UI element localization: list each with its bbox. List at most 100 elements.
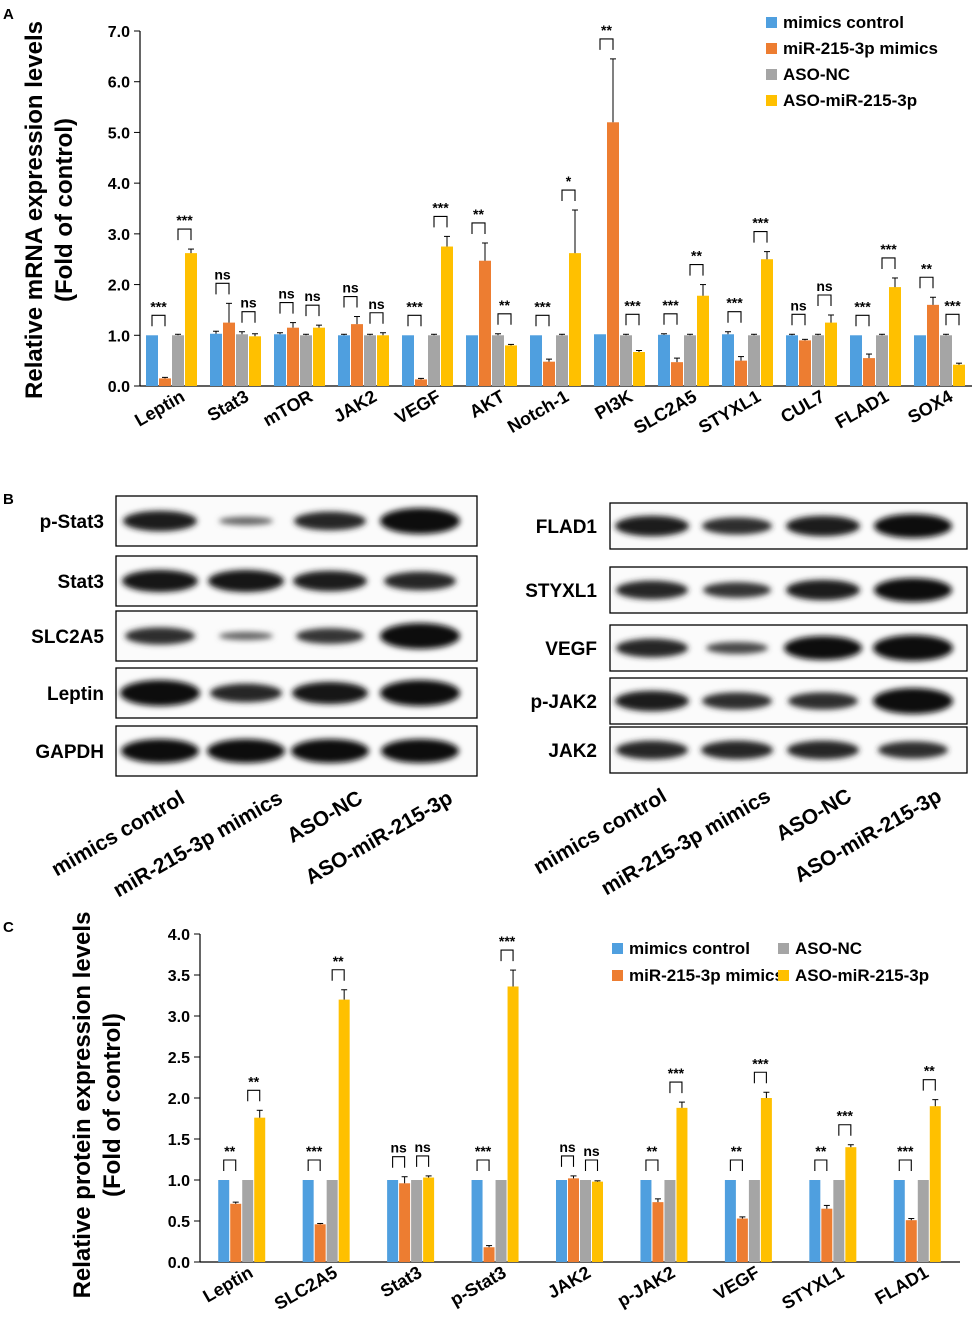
blot-protein-label: Stat3 (58, 572, 104, 593)
bar (377, 335, 389, 386)
significance-bracket (369, 312, 384, 324)
category-label: SLC2A5 (271, 1262, 341, 1314)
bar (664, 1180, 676, 1262)
bar (274, 334, 286, 386)
category-label: Notch-1 (504, 386, 572, 437)
significance-bracket (814, 1159, 828, 1171)
category-label: Leptin (199, 1262, 256, 1306)
y-tick-label: 5.0 (108, 125, 130, 142)
blot-band (291, 738, 369, 764)
significance-bracket (817, 294, 832, 306)
blot-band (615, 690, 689, 712)
category-label: STYXL1 (778, 1262, 847, 1313)
category-label: PI3K (591, 386, 636, 423)
bar (580, 1180, 591, 1262)
bar (300, 335, 312, 386)
y-tick-label: 2.0 (108, 278, 130, 295)
significance-bracket (151, 314, 166, 327)
significance-label: *** (306, 1143, 323, 1159)
y-tick-label: 0.5 (168, 1214, 190, 1231)
blot-protein-label: JAK2 (548, 741, 597, 762)
bar (471, 1180, 483, 1262)
bar (592, 1181, 603, 1262)
significance-label: ns (414, 1139, 431, 1155)
bar (242, 1180, 254, 1262)
blot-protein-label: SLC2A5 (31, 627, 104, 648)
blot-band (381, 738, 459, 764)
significance-label: *** (499, 933, 516, 949)
significance-label: *** (726, 295, 743, 311)
significance-label: ** (333, 953, 344, 969)
bar (876, 335, 888, 386)
significance-label: ns (214, 266, 231, 282)
bar (736, 1218, 748, 1262)
bar (893, 1180, 905, 1262)
significance-bracket (753, 231, 768, 243)
bar (338, 999, 350, 1262)
significance-bracket (279, 302, 294, 314)
bar (313, 327, 325, 386)
bar (760, 1098, 772, 1262)
bar (748, 1180, 760, 1262)
bar (905, 1220, 917, 1262)
blot-protein-label: STYXL1 (525, 581, 597, 602)
blot-condition-label: ASO-miR-215-3p (790, 784, 945, 887)
legend-swatch (612, 943, 623, 954)
bar (543, 361, 555, 386)
bar (254, 1117, 266, 1262)
significance-label: ** (224, 1143, 235, 1159)
significance-label: *** (944, 297, 961, 313)
y-tick-label: 3.0 (108, 227, 130, 244)
significance-bracket (791, 313, 806, 326)
blot-condition-label: ASO-miR-215-3p (301, 786, 456, 889)
y-tick-label: 4.0 (108, 176, 130, 193)
bar (338, 335, 350, 386)
significance-label: *** (854, 298, 871, 314)
blot-band (207, 738, 285, 764)
y-tick-label: 0.0 (108, 379, 130, 396)
significance-label: ns (816, 278, 833, 294)
blot-band (208, 569, 284, 593)
blot-band (702, 517, 772, 535)
blot-band (786, 515, 860, 537)
bar (724, 1180, 736, 1262)
category-label: JAK2 (330, 386, 380, 426)
bar (809, 1180, 821, 1262)
category-label: SLC2A5 (630, 386, 700, 438)
bar (556, 335, 568, 386)
blot-condition-label: miR-215-3p mimics (109, 786, 286, 902)
bar (402, 335, 414, 386)
blot-protein-label: Leptin (47, 684, 104, 705)
significance-bracket (898, 1159, 912, 1171)
legend-swatch (766, 43, 777, 54)
bar (495, 1180, 507, 1262)
blot-band (384, 571, 456, 591)
category-label: JAK2 (544, 1262, 594, 1302)
significance-label: ** (691, 248, 702, 264)
significance-label: *** (406, 298, 423, 314)
significance-bracket (729, 1159, 743, 1171)
bar (411, 1180, 423, 1262)
significance-bracket (307, 1159, 321, 1171)
bar (658, 334, 670, 386)
significance-bracket (305, 304, 320, 317)
y-tick-label: 3.5 (168, 968, 190, 985)
bar (146, 335, 158, 386)
panel-c-letter: C (3, 919, 14, 936)
blot-band (788, 692, 858, 710)
significance-label: * (566, 173, 572, 189)
legend-label: mimics control (629, 939, 750, 958)
bar (399, 1183, 411, 1262)
category-label: FLAD1 (872, 1262, 932, 1308)
bar (652, 1202, 664, 1262)
bar (722, 334, 734, 386)
significance-bracket (599, 38, 614, 50)
blot-band (616, 638, 688, 658)
significance-bracket (416, 1155, 430, 1167)
y-tick-label: 1.0 (168, 1173, 190, 1190)
significance-bracket (215, 282, 230, 295)
legend-swatch (778, 943, 789, 954)
bar (423, 1177, 435, 1262)
significance-bracket (560, 1155, 575, 1167)
